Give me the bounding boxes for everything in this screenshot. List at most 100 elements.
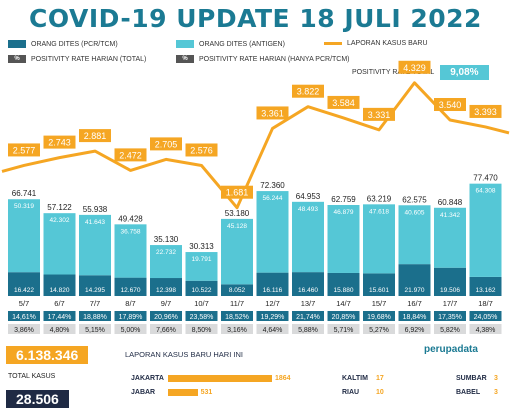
kasus-label-box [79, 129, 111, 143]
kasus-label-box [469, 104, 502, 118]
pos-total-cell [469, 311, 502, 321]
pcr-label: 15.880 [334, 287, 354, 294]
kasus-label-box [185, 143, 218, 157]
pos-pcr-cell [221, 324, 253, 334]
pos-total-label: 14,61% [12, 314, 36, 321]
pos-pcr-label: 5,82% [440, 327, 460, 334]
legend-pos-pcr: % POSITIVITY RATE HARIAN (HANYA PCR/TCM) [176, 55, 350, 63]
pcr-label: 14.295 [85, 287, 105, 294]
date-tick-label: 11/7 [230, 299, 244, 308]
date-tick-label: 10/7 [194, 299, 209, 308]
pcr-label: 19.506 [440, 287, 460, 294]
province-label: KALTIM [342, 375, 368, 382]
pos-total-label: 17,44% [48, 314, 72, 321]
kasus-label: 3.393 [474, 107, 497, 117]
province-label: JABAR [131, 389, 156, 396]
province-value: 17 [376, 375, 384, 382]
antigen-bar [292, 201, 324, 273]
positivity-total-value: 9,08% [440, 65, 489, 80]
date-tick-label: 17/7 [443, 299, 458, 308]
pos-pcr-cell [469, 324, 502, 334]
date-tick-label: 9/7 [161, 299, 171, 308]
chart: 16.422 50.319 66.741 5/7 14,61% 3,86% 14.820 42… [1, 60, 510, 334]
antigen-bar [398, 205, 431, 265]
pos-pcr-label: 5,71% [334, 327, 354, 334]
legend-kasus: LAPORAN KASUS BARU [324, 40, 428, 47]
total-label: 77.470 [473, 174, 498, 183]
positivity-total: POSITIVITY RATE TOTAL 9,08% [352, 65, 489, 80]
pcr-bar [114, 277, 147, 296]
pos-pcr-cell [43, 324, 76, 334]
antigen-bar [8, 199, 40, 273]
pcr-bar [150, 278, 182, 296]
pcr-bar [292, 272, 324, 296]
antigen-bar [150, 245, 182, 279]
antigen-bar [327, 204, 360, 273]
kasus-label-box [327, 95, 360, 109]
legend-pcr-label: ORANG DITES (PCR/TCM) [31, 40, 118, 48]
pos-total-label: 18,52% [225, 314, 249, 321]
pos-total-cell [363, 311, 395, 321]
kasus-label: 2.881 [84, 131, 107, 141]
pos-pcr-label: 4,64% [263, 327, 283, 334]
pcr-label: 16.460 [298, 287, 318, 294]
date-tick-label: 15/7 [372, 299, 387, 308]
kasus-swatch [324, 42, 342, 45]
pos-total-label: 19,68% [367, 314, 391, 321]
total-kasus-value: 6.138.346 [6, 346, 89, 364]
province-value: 1864 [275, 375, 291, 382]
kasus-label: 3.822 [297, 87, 320, 97]
kasus-label-box [363, 107, 395, 121]
pcr-label: 16.422 [14, 287, 34, 294]
antigen-label: 19.791 [192, 256, 212, 263]
pos-total-label: 19,29% [261, 314, 285, 321]
antigen-label: 64.308 [476, 188, 496, 195]
positivity-total-label: POSITIVITY RATE TOTAL [352, 69, 435, 76]
pos-pcr-label: 5,00% [121, 327, 141, 334]
pos-pcr-cell [398, 324, 431, 334]
pos-total-label: 21,74% [296, 314, 320, 321]
pcr-bar [79, 275, 111, 296]
province-label: SUMBAR [456, 375, 487, 382]
kasus-label: 3.584 [332, 98, 355, 108]
date-tick-label: 16/7 [407, 299, 422, 308]
pos-pcr-label: 3,86% [14, 327, 34, 334]
pos-pcr-cell [150, 324, 182, 334]
province-value: 10 [376, 389, 384, 396]
antigen-label: 41.643 [85, 219, 105, 226]
antigen-bar [434, 207, 466, 268]
pcr-label: 16.116 [263, 287, 283, 294]
total-label: 57.122 [47, 203, 72, 212]
pos-total-cell [221, 311, 253, 321]
pos-total-label: 18,84% [403, 314, 427, 321]
kasus-label: 3.540 [439, 100, 462, 110]
kasus-label-box [8, 143, 40, 157]
total-label: 62.759 [331, 195, 356, 204]
total-kasus-label: TOTAL KASUS [8, 373, 56, 380]
province-value: 531 [200, 389, 213, 396]
kasus-label: 2.577 [13, 145, 36, 155]
antigen-label: 48.493 [298, 206, 318, 213]
pos-total-cell [114, 311, 147, 321]
pos-pcr-label: 4,38% [476, 327, 496, 334]
pos-total-label: 23,58% [190, 314, 214, 321]
pos-total-cell [434, 311, 466, 321]
pcr-label: 15.601 [369, 287, 389, 294]
pcr-label: 13.162 [476, 287, 496, 294]
legend-antigen: ORANG DITES (ANTIGEN) [176, 40, 285, 48]
second-total-value: 28.506 [6, 390, 69, 408]
antigen-label: 36.758 [121, 228, 141, 235]
total-label: 53.180 [225, 209, 250, 218]
page-title: COVID-19 UPDATE 18 JULI 2022 [29, 4, 482, 33]
pos-pcr-cell [256, 324, 289, 334]
total-label: 63.219 [367, 194, 392, 203]
legend-pcr: ORANG DITES (PCR/TCM) [8, 40, 118, 48]
pos-total-label: 18,88% [83, 314, 107, 321]
kasus-label: 2.472 [119, 150, 142, 160]
kasus-label: 2.743 [48, 138, 71, 148]
date-tick-label: 8/7 [125, 299, 135, 308]
antigen-bar [221, 218, 253, 285]
kasus-label: 3.361 [261, 108, 284, 118]
pos-total-cell [185, 311, 218, 321]
pos-total-cell [150, 311, 182, 321]
